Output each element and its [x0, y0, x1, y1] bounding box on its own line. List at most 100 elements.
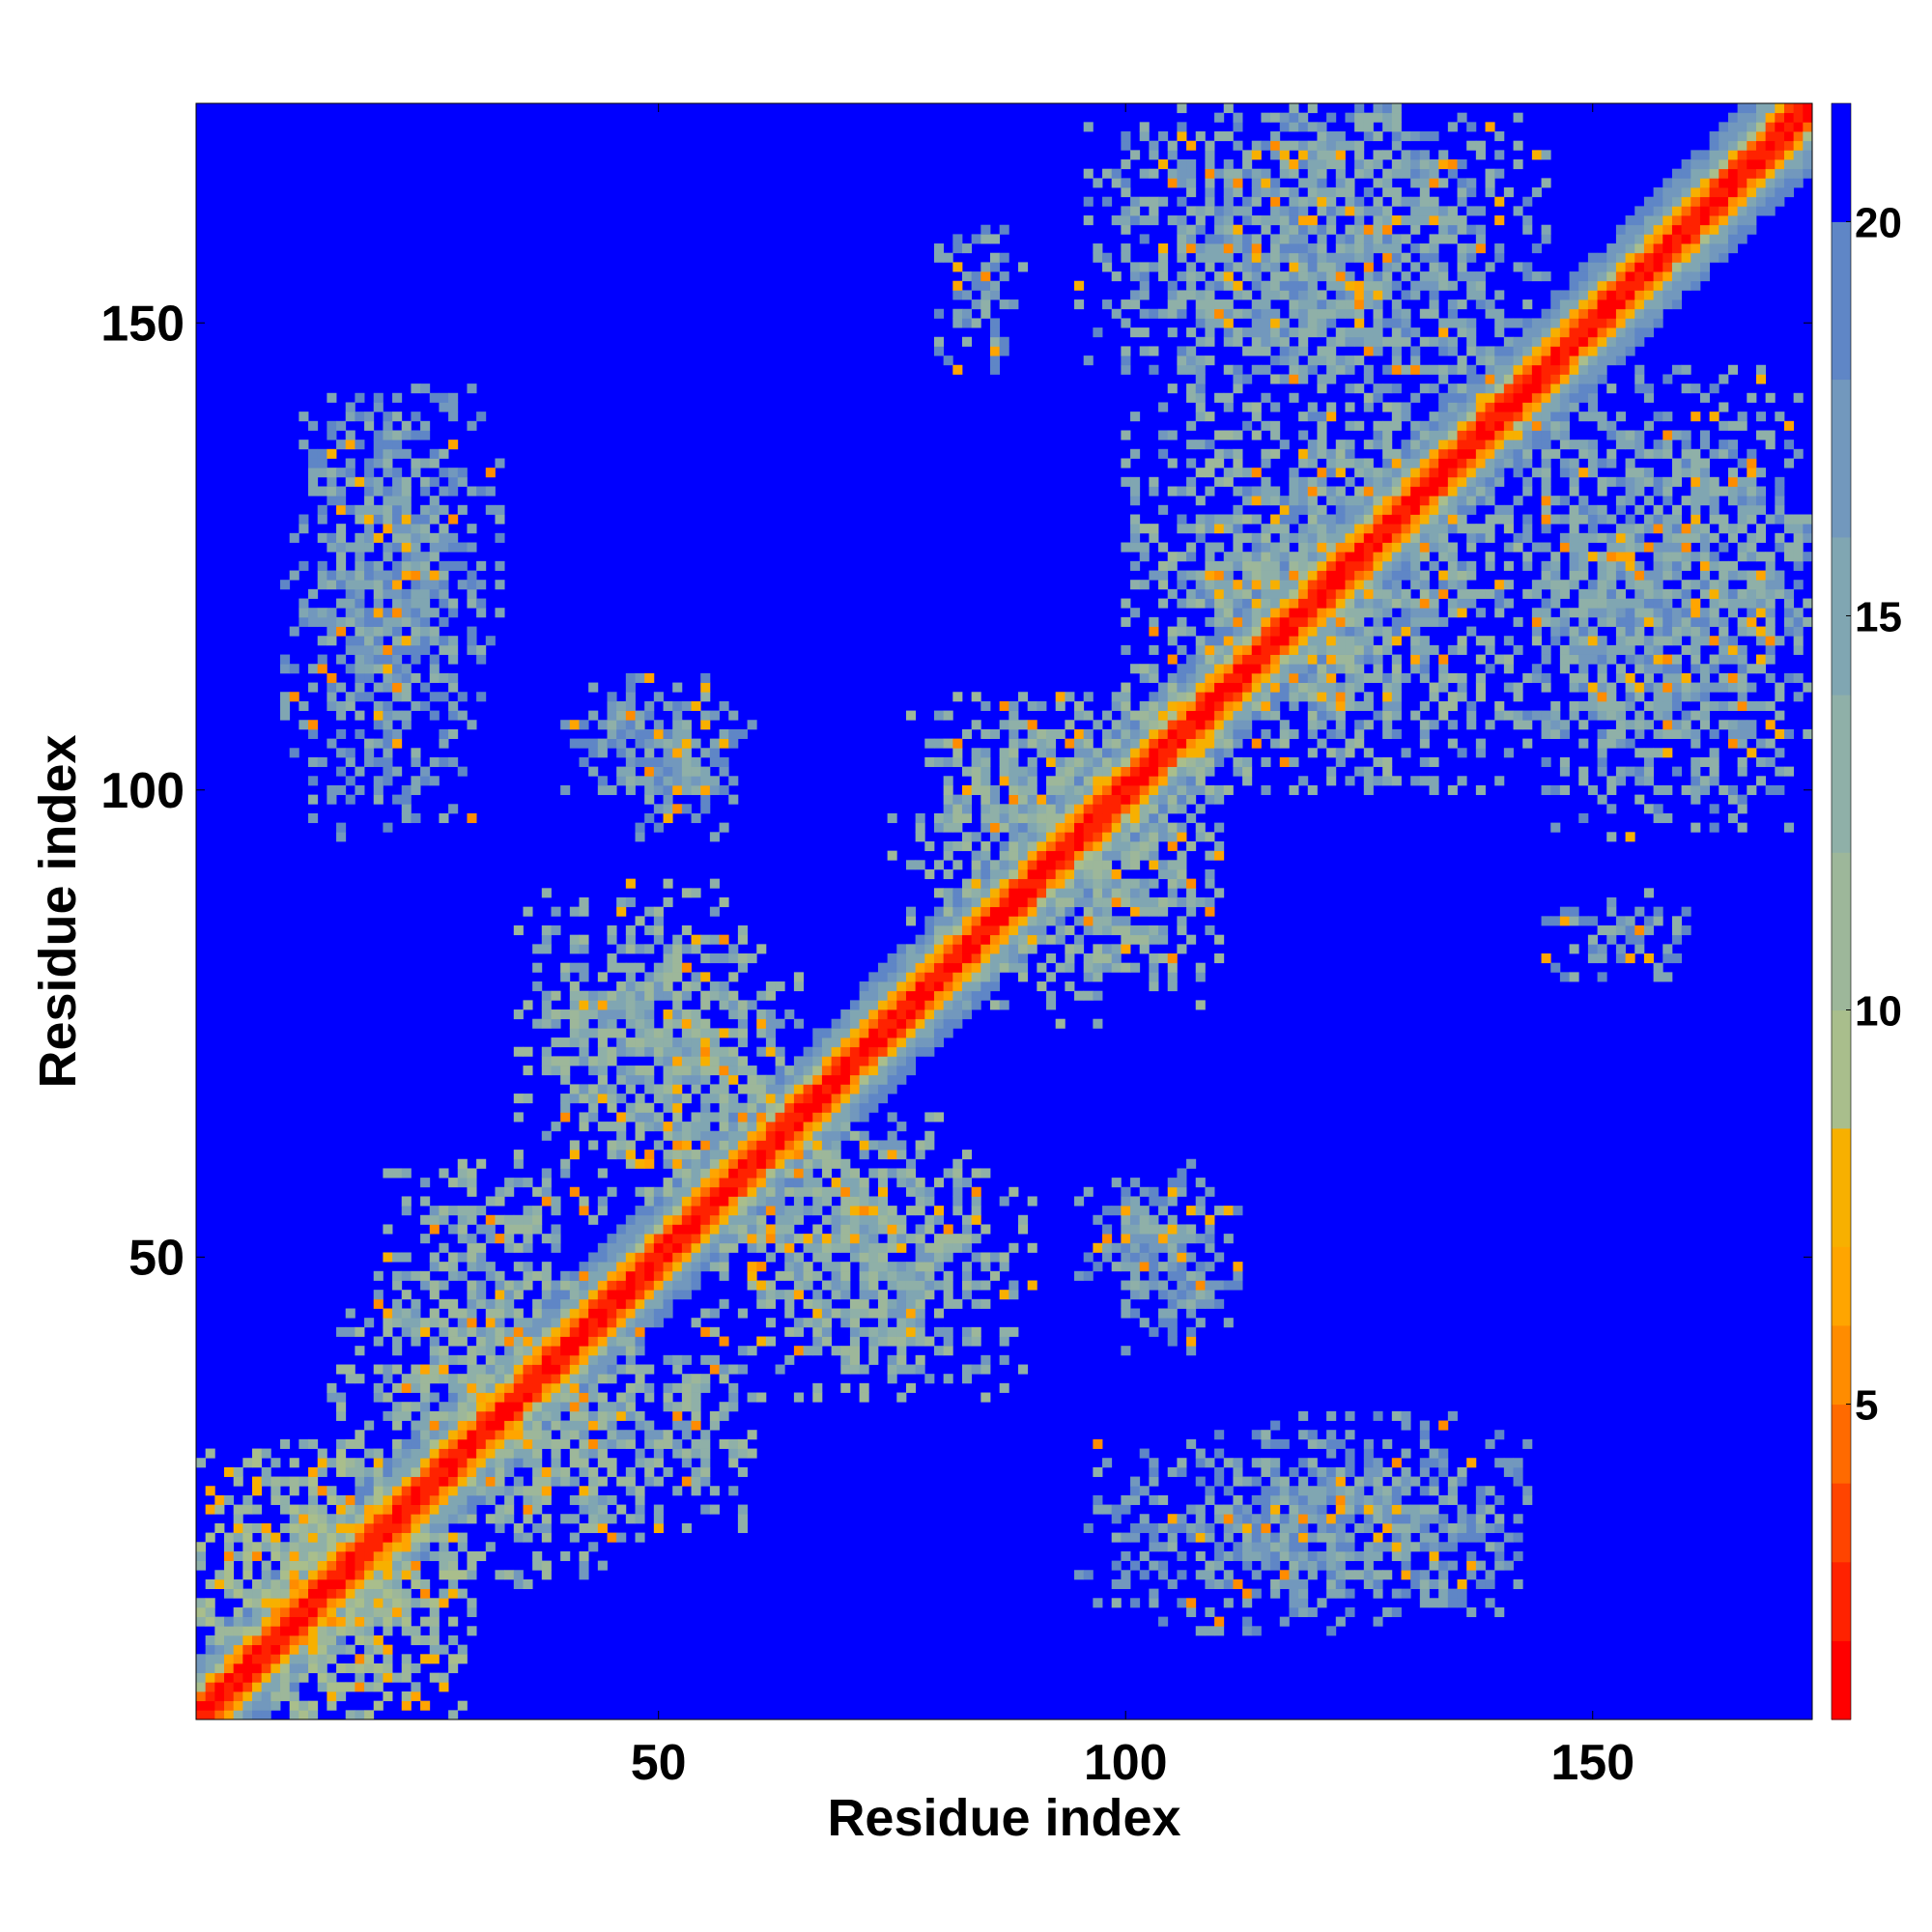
heatmap-cell [1009, 934, 1019, 945]
heatmap-cell [242, 1504, 253, 1515]
heatmap-cell [541, 1514, 552, 1524]
heatmap-cell [737, 925, 748, 936]
heatmap-cell [270, 1578, 281, 1590]
heatmap-cell [1195, 1522, 1206, 1533]
heatmap-cell [709, 1150, 720, 1160]
heatmap-cell [420, 644, 431, 655]
heatmap-cell [1186, 784, 1197, 796]
heatmap-cell [1111, 822, 1122, 833]
heatmap-cell [868, 1094, 879, 1104]
heatmap-cell [672, 1150, 683, 1160]
heatmap-cell [821, 1084, 832, 1094]
heatmap-cell [915, 1028, 925, 1038]
heatmap-cell [859, 1150, 869, 1160]
heatmap-cell [887, 1028, 897, 1038]
heatmap-cell [644, 944, 655, 954]
heatmap-cell [1251, 570, 1262, 581]
heatmap-cell [317, 1644, 327, 1655]
heatmap-cell [383, 1224, 393, 1235]
heatmap-cell [1139, 1280, 1150, 1291]
heatmap-cell [1205, 299, 1215, 310]
heatmap-cell [980, 280, 991, 291]
heatmap-cell [355, 1374, 365, 1384]
heatmap-cell [1177, 1458, 1187, 1468]
heatmap-cell [1177, 524, 1187, 534]
heatmap-cell [635, 756, 645, 768]
heatmap-cell [1139, 1318, 1150, 1328]
heatmap-cell [1233, 552, 1243, 562]
heatmap-cell [1205, 570, 1215, 581]
heatmap-cell [364, 748, 375, 758]
heatmap-cell [644, 981, 655, 992]
heatmap-cell [439, 728, 449, 739]
heatmap-cell [999, 1290, 1009, 1300]
heatmap-cell [1205, 728, 1215, 739]
heatmap-cell [345, 476, 355, 487]
heatmap-cell [467, 1234, 477, 1244]
heatmap-cell [523, 1430, 533, 1440]
heatmap-cell [1251, 1532, 1262, 1543]
heatmap-cell [1158, 1290, 1169, 1300]
heatmap-cell [401, 608, 412, 618]
heatmap-cell [1111, 916, 1122, 926]
heatmap-cell [616, 1346, 627, 1356]
heatmap-cell [1121, 944, 1131, 954]
heatmap-cell [1195, 784, 1206, 796]
heatmap-cell [1055, 794, 1065, 805]
heatmap-cell [345, 1588, 355, 1599]
heatmap-cell [1205, 588, 1215, 599]
heatmap-cell [205, 1644, 215, 1655]
heatmap-cell [1195, 243, 1206, 254]
heatmap-cell [467, 1374, 477, 1384]
heatmap-cell [401, 598, 412, 609]
heatmap-cell [719, 1065, 729, 1076]
heatmap-cell [579, 1458, 589, 1468]
heatmap-cell [728, 1130, 739, 1141]
heatmap-cell [551, 1420, 561, 1431]
heatmap-cell [765, 1290, 776, 1300]
heatmap-cell [793, 1262, 804, 1272]
heatmap-cell [775, 1196, 785, 1207]
heatmap-cell [1251, 168, 1262, 179]
heatmap-cell [439, 738, 449, 749]
heatmap-cell [336, 552, 347, 562]
heatmap-cell [560, 1364, 571, 1375]
heatmap-cell [364, 1494, 375, 1505]
heatmap-cell [420, 1654, 431, 1664]
heatmap-cell [663, 1084, 673, 1094]
heatmap-cell [1158, 560, 1169, 571]
heatmap-cell [672, 1158, 683, 1169]
heatmap-cell [569, 990, 580, 1001]
heatmap-cell [812, 1112, 823, 1122]
heatmap-cell [1093, 888, 1103, 898]
heatmap-cell [1177, 916, 1187, 926]
heatmap-cell [672, 1000, 683, 1010]
heatmap-cell [355, 1634, 365, 1646]
heatmap-cell [383, 1690, 393, 1702]
heatmap-cell [635, 1298, 645, 1309]
heatmap-cell [905, 1308, 917, 1319]
heatmap-cell [298, 1654, 309, 1664]
heatmap-cell [672, 720, 683, 730]
heatmap-cell [747, 1000, 757, 1010]
heatmap-cell [401, 1410, 412, 1421]
heatmap-cell [616, 1242, 627, 1253]
heatmap-cell [1214, 822, 1225, 833]
heatmap-cell [541, 1270, 552, 1281]
heatmap-cell [812, 1382, 823, 1393]
heatmap-cell [1177, 1242, 1187, 1253]
heatmap-cell [924, 1037, 935, 1048]
heatmap-cell [401, 1542, 412, 1552]
heatmap-cell [541, 1262, 552, 1272]
heatmap-cell [1083, 1270, 1094, 1281]
heatmap-cell [411, 1420, 421, 1431]
heatmap-cell [999, 850, 1009, 861]
heatmap-cell [868, 1214, 879, 1225]
heatmap-cell [429, 532, 440, 543]
heatmap-cell [1139, 131, 1150, 142]
heatmap-cell [308, 420, 319, 431]
heatmap-cell [1177, 832, 1187, 842]
heatmap-cell [597, 1168, 608, 1179]
heatmap-cell [1121, 252, 1131, 263]
heatmap-cell [905, 962, 917, 973]
